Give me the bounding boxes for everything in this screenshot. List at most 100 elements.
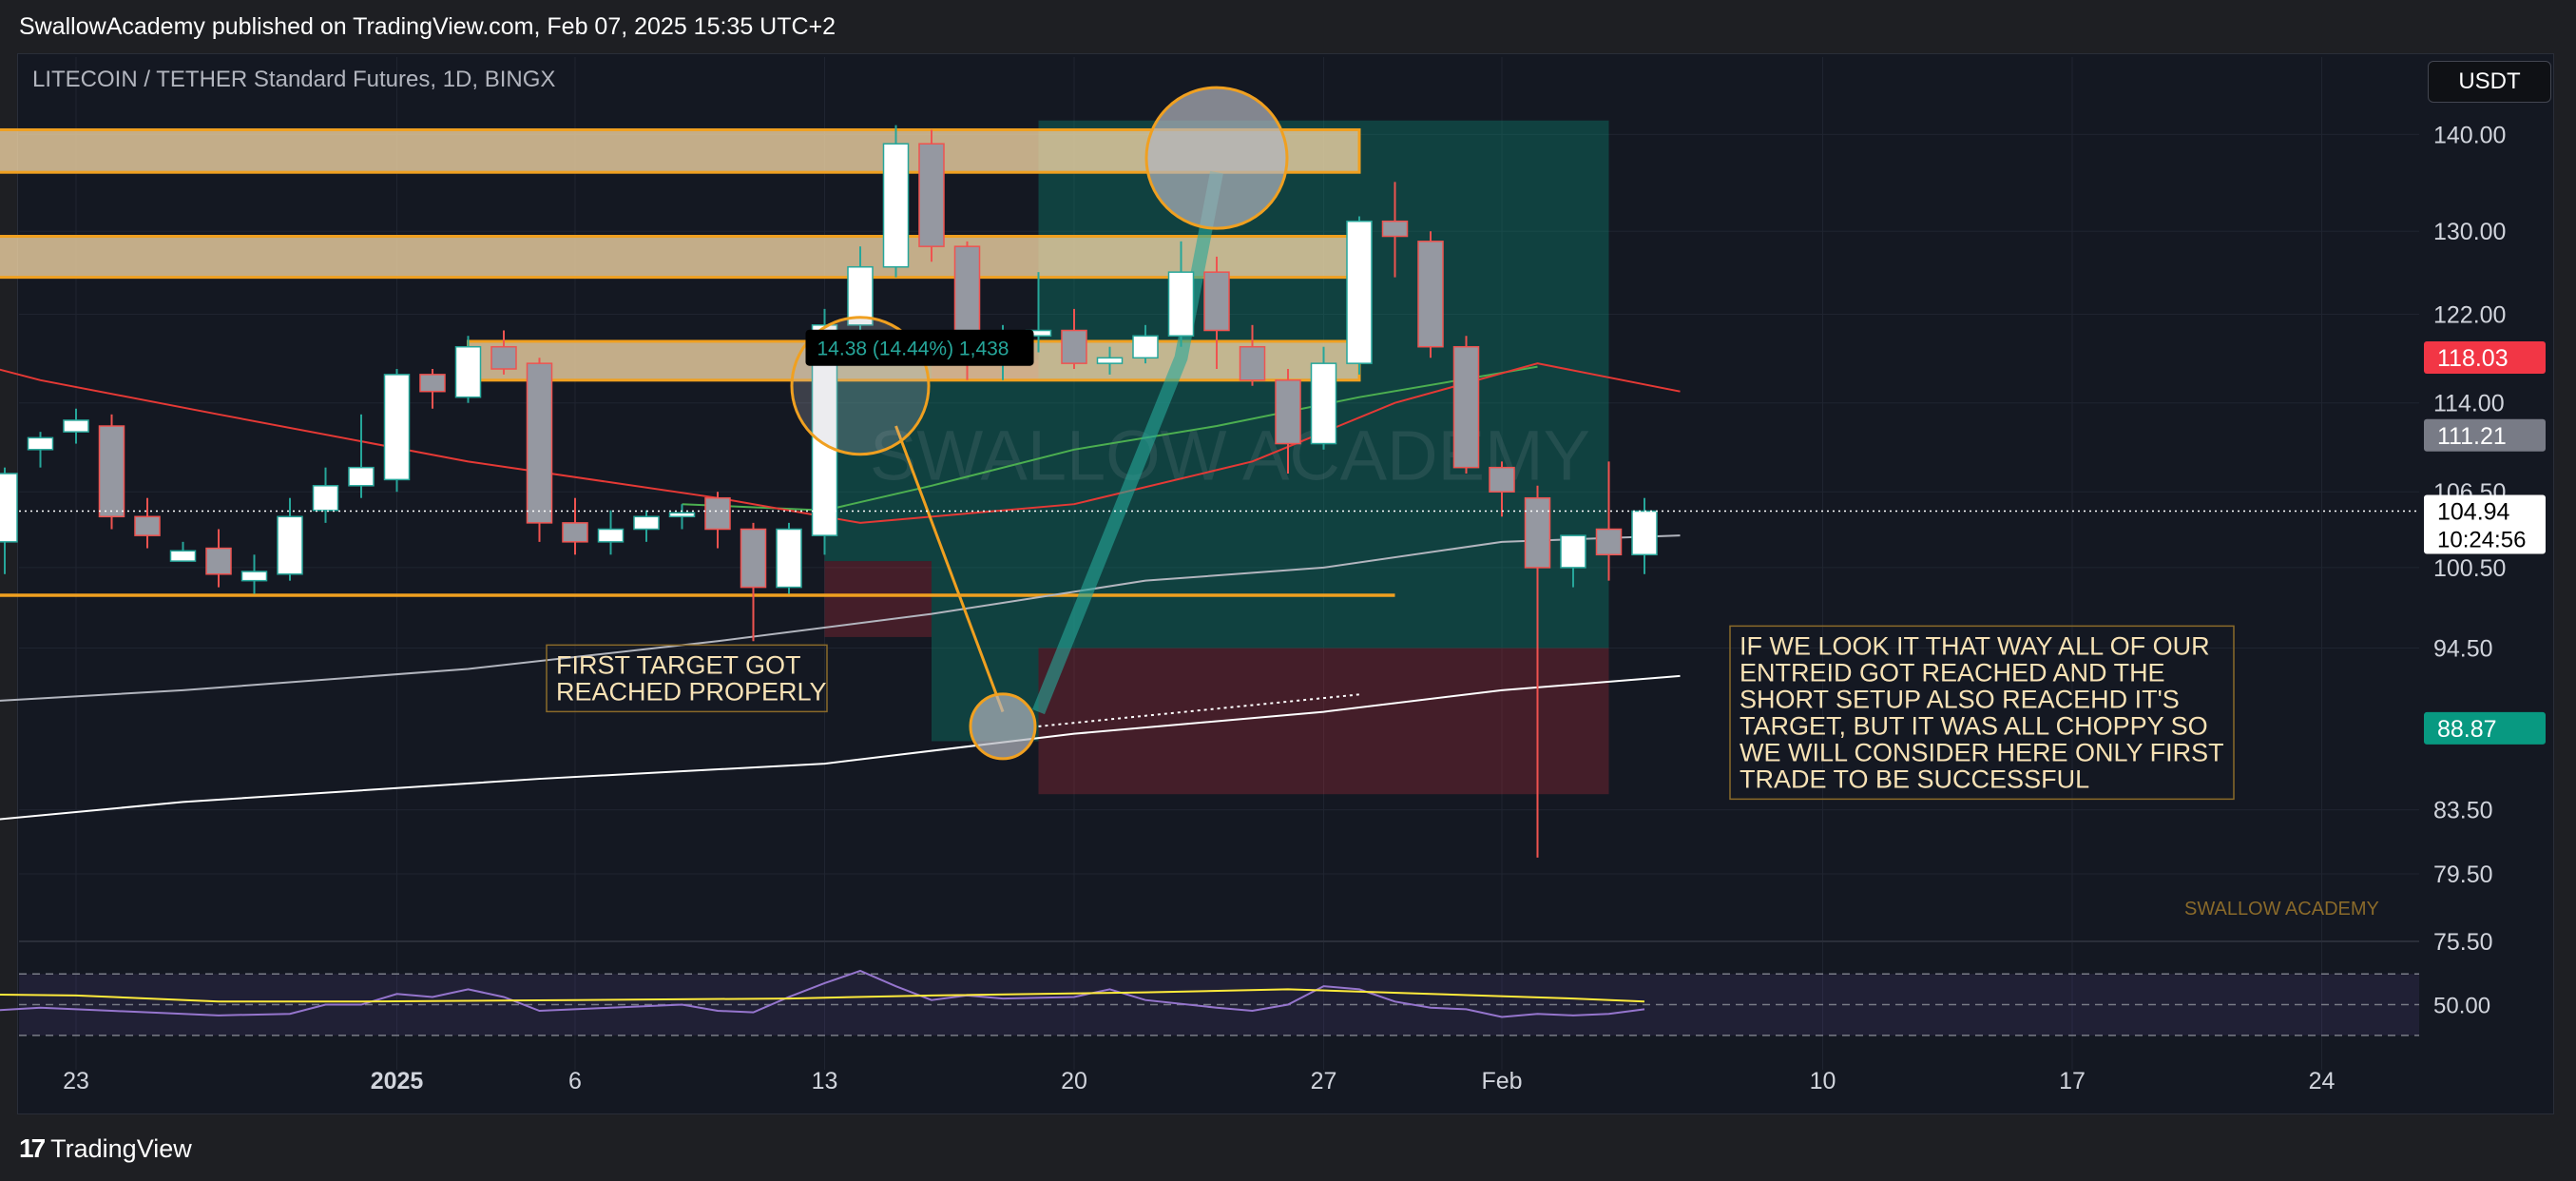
price-label-bg <box>2424 494 2546 554</box>
ma-line-red <box>0 362 1681 524</box>
candle <box>562 497 588 555</box>
candle <box>1560 534 1586 588</box>
rsi-signal-line <box>0 988 1645 1003</box>
candle <box>1310 346 1337 450</box>
candle-body <box>1203 271 1230 332</box>
long-arrow-path <box>1032 170 1223 715</box>
candle-body <box>847 265 874 326</box>
candle <box>383 369 411 493</box>
annotation-line: REACHED PROPERLY <box>556 677 827 706</box>
candle <box>882 125 910 278</box>
candle-body <box>1489 466 1515 493</box>
candle <box>597 510 625 555</box>
date-tick-label: 6 <box>568 1068 582 1094</box>
date-tick-label: 2025 <box>371 1068 424 1094</box>
price-countdown: 10:24:56 <box>2437 528 2526 553</box>
tooltip-text: 14.38 (14.44%) 1,438 <box>817 339 1009 360</box>
tradingview-brand[interactable]: 17 TradingView <box>19 1130 192 1168</box>
candle-body <box>1239 345 1266 381</box>
price-axis: 140.00130.00122.00114.00106.50100.5094.5… <box>2424 122 2546 956</box>
price-label-bg <box>2424 418 2546 452</box>
candle <box>1096 346 1124 375</box>
candle-body <box>134 515 161 536</box>
candle-body <box>454 345 482 398</box>
price-tick-label: 94.50 <box>2433 636 2493 663</box>
candle <box>1524 485 1551 858</box>
candle <box>1631 497 1658 574</box>
annotation: IF WE LOOK IT THAT WAY ALL OF OURENTREID… <box>1729 625 2235 801</box>
price-label-text: 104.94 <box>2437 499 2510 526</box>
price-tick-label: 114.00 <box>2433 391 2505 417</box>
candle <box>240 554 268 594</box>
candle-body <box>383 374 411 481</box>
publisher-line: SwallowAcademy published on TradingView.… <box>19 12 836 40</box>
position-boxes <box>824 120 1609 795</box>
watermark-corner: SWALLOW ACADEMY <box>2184 899 2379 920</box>
ma-line-white <box>0 674 1681 821</box>
candle <box>490 330 517 375</box>
candle-body <box>597 528 625 543</box>
candle-body <box>1381 220 1409 238</box>
annotation-line: TARGET, BUT IT WAS ALL CHOPPY SO <box>1740 711 2208 740</box>
candle-body <box>740 528 767 589</box>
candle <box>1452 336 1480 474</box>
candle <box>1417 231 1444 358</box>
candle-body <box>633 515 660 531</box>
candle-body <box>526 362 553 524</box>
candle <box>454 336 482 403</box>
annotation-border <box>1729 625 2235 801</box>
date-tick-label: 13 <box>812 1068 838 1094</box>
price-label-text: 118.03 <box>2437 345 2509 372</box>
candle-body <box>1096 357 1124 364</box>
annotation-line: SHORT SETUP ALSO REACEHD IT'S <box>1740 685 2180 713</box>
price-label: 88.87 <box>2424 711 2546 745</box>
candle-body <box>1275 379 1301 445</box>
grid-lines <box>19 57 2419 1070</box>
candle <box>526 358 553 542</box>
date-tick-label: Feb <box>1481 1068 1522 1094</box>
annotation-line: IF WE LOOK IT THAT WAY ALL OF OUR <box>1740 631 2210 660</box>
candle-body <box>1061 329 1087 364</box>
candle-body <box>348 466 375 487</box>
candle <box>1381 182 1409 278</box>
date-tick-label: 24 <box>2309 1068 2336 1094</box>
candle-body <box>0 473 18 543</box>
candle-body <box>668 512 696 518</box>
price-label: 111.21 <box>2424 418 2546 452</box>
date-tick-label: 27 <box>1311 1068 1337 1094</box>
candle-body <box>1524 496 1551 569</box>
candle-body <box>169 550 197 562</box>
profit-box <box>824 355 932 562</box>
candle <box>205 529 232 588</box>
candle <box>98 414 125 530</box>
loss-box <box>1038 648 1609 795</box>
annotation-line: TRADE TO BE SUCCESSFUL <box>1740 765 2089 793</box>
currency-button[interactable]: USDT <box>2428 61 2551 103</box>
rsi-pane: 50.00 <box>0 940 2490 1036</box>
candle <box>27 432 54 468</box>
candle <box>134 497 161 549</box>
trade-arrows <box>894 170 1360 727</box>
price-tick-label: 100.50 <box>2433 555 2506 582</box>
candle-body <box>1452 345 1480 469</box>
candle <box>1595 461 1623 581</box>
candle-body <box>1346 220 1373 364</box>
candle <box>1203 256 1230 370</box>
candle-body <box>312 485 339 512</box>
brand-label: TradingView <box>50 1133 192 1163</box>
candle-body <box>1132 335 1159 359</box>
annotation-border <box>546 644 828 713</box>
candle <box>1061 308 1087 370</box>
annotation-line: WE WILL CONSIDER HERE ONLY FIRST <box>1740 738 2224 766</box>
candle-body <box>419 374 446 393</box>
candle <box>1239 324 1266 386</box>
chart-frame[interactable] <box>17 53 2554 1114</box>
candle-body <box>63 419 89 433</box>
dotted-projection <box>1038 693 1360 727</box>
date-axis: 23 2025 6 13 20 27 Feb 10 17 24 <box>63 1068 2335 1094</box>
annotation-line: FIRST TARGET GOT <box>556 650 801 679</box>
date-tick-label: 23 <box>63 1068 89 1094</box>
profit-box <box>932 379 1039 742</box>
candle <box>704 492 731 549</box>
